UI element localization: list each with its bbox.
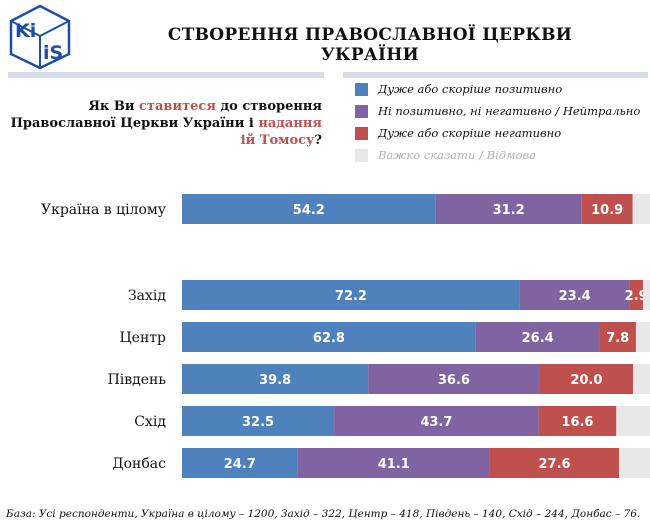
survey-question: Як Ви ставитеся до створення Православно… [8, 98, 322, 149]
bar-segment [519, 280, 630, 310]
bar-segment [182, 364, 369, 394]
svg-text:iS: iS [43, 42, 63, 64]
data-label: 62.8 [313, 331, 345, 346]
data-label: 24.7 [224, 457, 256, 472]
category-label: Центр [119, 330, 166, 346]
category-label: Захід [128, 288, 166, 304]
bar-segment [435, 194, 582, 224]
bar-segment [297, 448, 490, 478]
category-label: Схід [134, 414, 166, 430]
bar-segment [629, 280, 643, 310]
data-label: 36.6 [438, 373, 470, 388]
data-label: 72.2 [335, 289, 367, 304]
category-label: Донбас [112, 456, 166, 472]
data-label: 43.7 [420, 415, 452, 430]
svg-text:Ki: Ki [15, 20, 36, 42]
data-label: 26.4 [522, 331, 554, 346]
question-highlight: надання ій Томосу [240, 116, 322, 148]
data-label: 32.5 [242, 415, 274, 430]
footnote: База: Усі респонденти, Україна в цілому … [6, 508, 641, 520]
bar-segment [334, 406, 539, 436]
data-label: 23.4 [559, 289, 591, 304]
legend-label: Дуже або скоріше позитивно [378, 82, 563, 96]
header-rule-right [343, 72, 648, 78]
category-label: Південь [108, 372, 167, 388]
legend-label: Важко сказати / Відмова [378, 148, 537, 162]
data-label: 27.6 [538, 457, 570, 472]
question-text: до створення Православної Церкви України… [10, 99, 322, 131]
bar-segment [182, 448, 298, 478]
header-rule-left [8, 72, 324, 78]
bar-segment [633, 364, 650, 394]
data-label: 20.0 [570, 373, 602, 388]
legend-swatch [355, 105, 368, 118]
kiis-logo: Ki iS [9, 4, 71, 70]
bar-segment [616, 406, 650, 436]
bar-segment [581, 194, 633, 224]
legend-swatch [355, 149, 368, 162]
legend-label: Ні позитивно, ні негативно / Нейтрально [378, 104, 641, 118]
data-label: 39.8 [259, 373, 291, 388]
bar-segment [635, 322, 650, 352]
bar-segment [642, 280, 650, 310]
bar-segment [368, 364, 540, 394]
data-label: 54.2 [293, 203, 325, 218]
category-label: Україна в цілому [41, 202, 167, 218]
question-text: Як Ви [88, 99, 140, 114]
bar-segment [539, 364, 634, 394]
bar-segment [632, 194, 650, 224]
bar-segment [182, 280, 520, 310]
question-highlight: ставитеся [139, 99, 216, 114]
data-label: 16.6 [561, 415, 593, 430]
bar-segment [475, 322, 600, 352]
data-label: 7.8 [606, 331, 629, 346]
question-text: ? [314, 133, 322, 148]
bar-segment [182, 406, 335, 436]
data-label: 2.9 [625, 289, 648, 304]
page-title: СТВОРЕННЯ ПРАВОСЛАВНОЇ ЦЕРКВИ УКРАЇНИ [167, 25, 573, 65]
bar-segment [182, 322, 476, 352]
legend-swatch [355, 127, 368, 140]
data-label: 31.2 [493, 203, 525, 218]
bar-segment [599, 322, 636, 352]
bar-segment [489, 448, 620, 478]
legend-label: Дуже або скоріше негативно [378, 126, 562, 140]
data-label: 10.9 [591, 203, 623, 218]
bar-segment [538, 406, 617, 436]
data-label: 41.1 [378, 457, 410, 472]
bar-segment [619, 448, 650, 478]
bar-segment [182, 194, 436, 224]
legend-swatch [355, 83, 368, 96]
